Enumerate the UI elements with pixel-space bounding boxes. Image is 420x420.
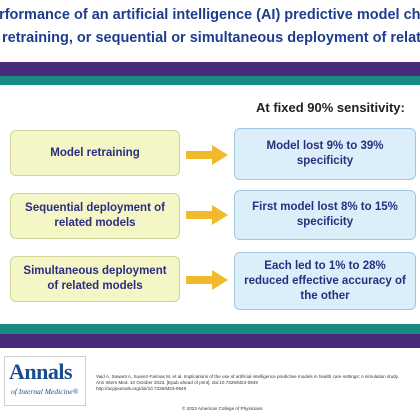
top-purple-band [0,62,420,76]
arrow-right-icon [186,205,228,225]
arrow-right-icon [186,270,228,290]
citation-line: Vaid A, Sawant A, Suarez-Farinas M, et a… [96,374,399,379]
citation-line: Ann Intern Med. 10 October 2023. [Epub a… [96,380,258,386]
finding-result-sequential: First model lost 8% to 15% specificity [234,190,416,240]
citation-link[interactable]: http://acpjournals.org/doi/10.7326/M23-0… [96,386,187,392]
logo-subtitle: of Internal Medicine® [11,387,79,396]
infographic-title: es performance of an artificial intellig… [0,0,420,62]
finding-result-retraining: Model lost 9% to 39% specificity [234,128,416,180]
annals-logo: Annals of Internal Medicine® [4,356,86,406]
citation: Vaid A, Sawant A, Suarez-Farinas M, et a… [96,374,418,393]
top-teal-band [0,76,420,85]
finding-label-simultaneous: Simultaneous deployment of related model… [10,256,180,302]
finding-label-sequential: Sequential deployment of related models [10,193,180,239]
finding-result-simultaneous: Each led to 1% to 28% reduced effective … [234,252,416,310]
title-line-1: es performance of an artificial intellig… [0,7,420,23]
bottom-purple-band [0,334,420,348]
arrow-right-icon [186,145,228,165]
logo-wordmark: Annals [9,359,73,384]
finding-label-retraining: Model retraining [10,130,180,176]
sensitivity-heading: At fixed 90% sensitivity: [256,100,405,115]
title-line-2: retraining, or sequential or simultaneou… [2,30,420,46]
bottom-teal-band [0,324,420,334]
copyright-notice: © 2023 American College of Physicians [182,406,263,411]
